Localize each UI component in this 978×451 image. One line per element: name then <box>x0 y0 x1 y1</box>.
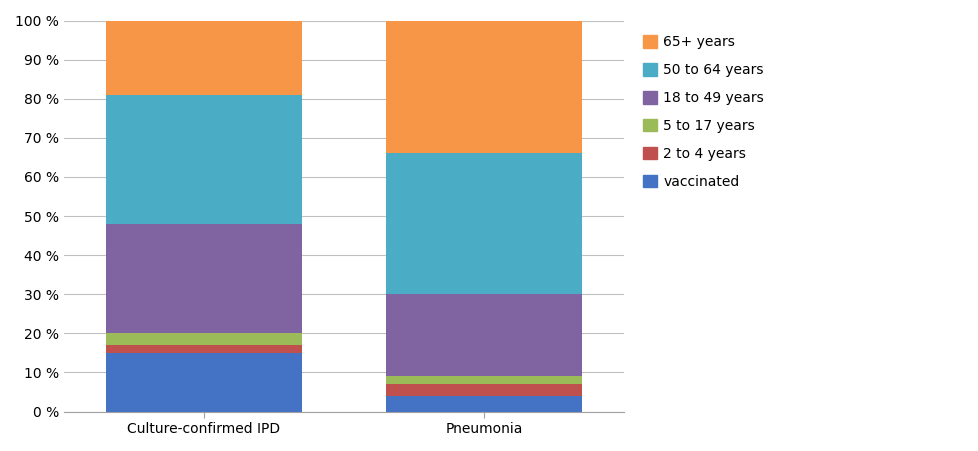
Bar <box>385 294 582 377</box>
Bar <box>385 396 582 412</box>
Bar <box>106 20 302 95</box>
Legend: 65+ years, 50 to 64 years, 18 to 49 years, 5 to 17 years, 2 to 4 years, vaccinat: 65+ years, 50 to 64 years, 18 to 49 year… <box>642 35 764 189</box>
Bar <box>385 153 582 294</box>
Bar <box>106 95 302 224</box>
Bar <box>385 20 582 153</box>
Bar <box>106 353 302 412</box>
Bar <box>106 333 302 345</box>
Bar <box>385 384 582 396</box>
Bar <box>385 377 582 384</box>
Bar <box>106 345 302 353</box>
Bar <box>106 224 302 333</box>
